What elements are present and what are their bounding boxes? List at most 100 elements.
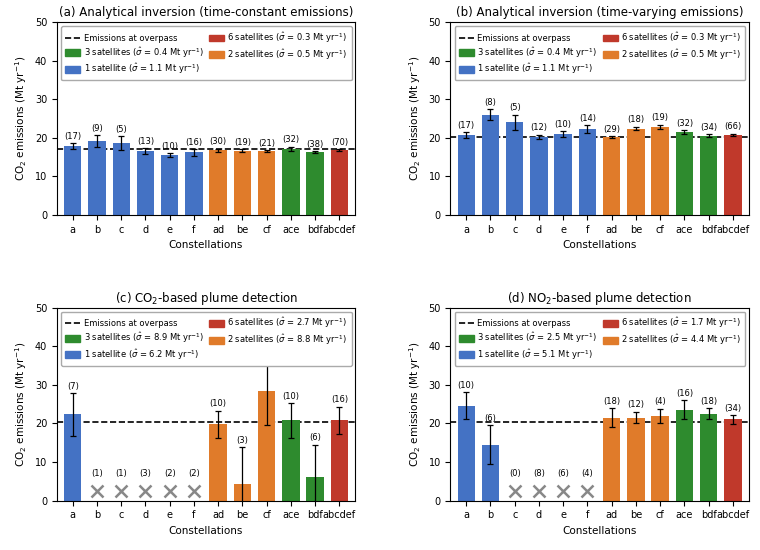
Text: (2): (2)	[164, 469, 176, 478]
Text: (18): (18)	[627, 116, 644, 124]
Bar	[578, 129, 596, 215]
Bar	[258, 151, 275, 215]
Legend: Emissions at overpass, 3 satellites ($\hat{\sigma}$ = 0.4 Mt yr$^{-1}$), 1 satel: Emissions at overpass, 3 satellites ($\h…	[454, 26, 746, 80]
Bar	[112, 143, 130, 215]
X-axis label: Constellations: Constellations	[562, 240, 637, 250]
Text: (16): (16)	[331, 395, 348, 404]
Bar	[676, 132, 693, 215]
Y-axis label: CO$_2$ emissions (Mt yr$^{-1}$): CO$_2$ emissions (Mt yr$^{-1}$)	[407, 342, 423, 467]
Text: (8): (8)	[533, 469, 545, 478]
Text: (29): (29)	[603, 124, 620, 134]
Bar	[506, 122, 524, 215]
Bar	[233, 151, 251, 215]
Text: (8): (8)	[485, 97, 496, 107]
Text: (19): (19)	[234, 138, 251, 147]
Bar	[603, 137, 620, 215]
Bar	[137, 151, 154, 215]
Bar	[185, 152, 203, 215]
Text: (0): (0)	[509, 469, 521, 478]
Text: (2): (2)	[188, 469, 200, 478]
Text: (38): (38)	[306, 140, 324, 148]
Text: (10): (10)	[161, 141, 178, 151]
Text: (16): (16)	[185, 138, 202, 147]
X-axis label: Constellations: Constellations	[169, 240, 243, 250]
Bar	[282, 420, 299, 500]
Bar	[210, 150, 227, 215]
Title: (a) Analytical inversion (time-constant emissions): (a) Analytical inversion (time-constant …	[59, 7, 353, 19]
Text: (18): (18)	[603, 397, 620, 405]
Bar	[651, 127, 669, 215]
Text: (1): (1)	[116, 469, 127, 478]
Text: (17): (17)	[64, 132, 81, 141]
Text: (3): (3)	[140, 469, 151, 478]
Text: (1): (1)	[91, 469, 103, 478]
Bar	[282, 148, 299, 215]
Text: (5): (5)	[509, 103, 521, 112]
Legend: Emissions at overpass, 3 satellites ($\hat{\sigma}$ = 8.9 Mt yr$^{-1}$), 1 satel: Emissions at overpass, 3 satellites ($\h…	[61, 312, 352, 366]
Legend: Emissions at overpass, 3 satellites ($\hat{\sigma}$ = 2.5 Mt yr$^{-1}$), 1 satel: Emissions at overpass, 3 satellites ($\h…	[454, 312, 746, 366]
Text: (16): (16)	[676, 389, 693, 398]
Y-axis label: CO$_2$ emissions (Mt yr$^{-1}$): CO$_2$ emissions (Mt yr$^{-1}$)	[407, 56, 423, 181]
Text: (6): (6)	[309, 433, 321, 442]
Bar	[651, 416, 669, 500]
Bar	[161, 155, 179, 215]
Text: (4): (4)	[654, 397, 666, 406]
Text: (6): (6)	[485, 414, 496, 423]
Text: (3): (3)	[261, 344, 273, 354]
Text: (10): (10)	[283, 392, 299, 400]
Bar	[482, 114, 499, 215]
Bar	[306, 152, 324, 215]
Bar	[306, 477, 324, 500]
Legend: Emissions at overpass, 3 satellites ($\hat{\sigma}$ = 0.4 Mt yr$^{-1}$), 1 satel: Emissions at overpass, 3 satellites ($\h…	[61, 26, 352, 80]
Bar	[724, 420, 742, 501]
Bar	[700, 136, 717, 215]
Text: (70): (70)	[331, 138, 348, 147]
Bar	[603, 417, 620, 500]
Bar	[258, 390, 275, 501]
Bar	[627, 129, 644, 215]
Text: (19): (19)	[651, 113, 669, 122]
Title: (d) NO$_2$-based plume detection: (d) NO$_2$-based plume detection	[507, 290, 692, 307]
Bar	[458, 135, 475, 215]
Text: (5): (5)	[116, 124, 127, 134]
Bar	[331, 150, 348, 215]
Text: (12): (12)	[628, 400, 644, 409]
Bar	[700, 414, 717, 501]
Bar	[458, 406, 475, 500]
Bar	[627, 417, 644, 500]
Text: (18): (18)	[700, 397, 717, 405]
Bar	[64, 146, 81, 215]
Text: (6): (6)	[557, 469, 569, 478]
Bar	[482, 444, 499, 500]
Text: (32): (32)	[676, 119, 693, 128]
Text: (34): (34)	[700, 123, 717, 132]
Text: (3): (3)	[236, 436, 249, 445]
Text: (21): (21)	[258, 139, 275, 148]
Bar	[724, 135, 742, 215]
Text: (10): (10)	[210, 399, 226, 408]
Bar	[88, 141, 106, 215]
Text: (7): (7)	[67, 382, 79, 391]
Bar	[555, 134, 572, 215]
Title: (b) Analytical inversion (time-varying emissions): (b) Analytical inversion (time-varying e…	[456, 7, 743, 19]
Text: (4): (4)	[581, 469, 594, 478]
Y-axis label: CO$_2$ emissions (Mt yr$^{-1}$): CO$_2$ emissions (Mt yr$^{-1}$)	[14, 342, 30, 467]
Text: (12): (12)	[530, 123, 547, 133]
Bar	[676, 410, 693, 500]
X-axis label: Constellations: Constellations	[562, 526, 637, 536]
Text: (10): (10)	[555, 119, 572, 129]
Text: (9): (9)	[91, 124, 103, 133]
Bar	[210, 424, 227, 500]
Bar	[530, 137, 548, 215]
Bar	[233, 484, 251, 500]
Text: (17): (17)	[458, 120, 475, 130]
Text: (34): (34)	[724, 404, 742, 412]
Bar	[331, 420, 348, 500]
Text: (66): (66)	[724, 122, 742, 131]
Text: (14): (14)	[579, 114, 596, 123]
Text: (32): (32)	[282, 135, 299, 144]
Text: (30): (30)	[210, 138, 226, 146]
Text: (10): (10)	[458, 381, 475, 390]
X-axis label: Constellations: Constellations	[169, 526, 243, 536]
Bar	[64, 415, 81, 500]
